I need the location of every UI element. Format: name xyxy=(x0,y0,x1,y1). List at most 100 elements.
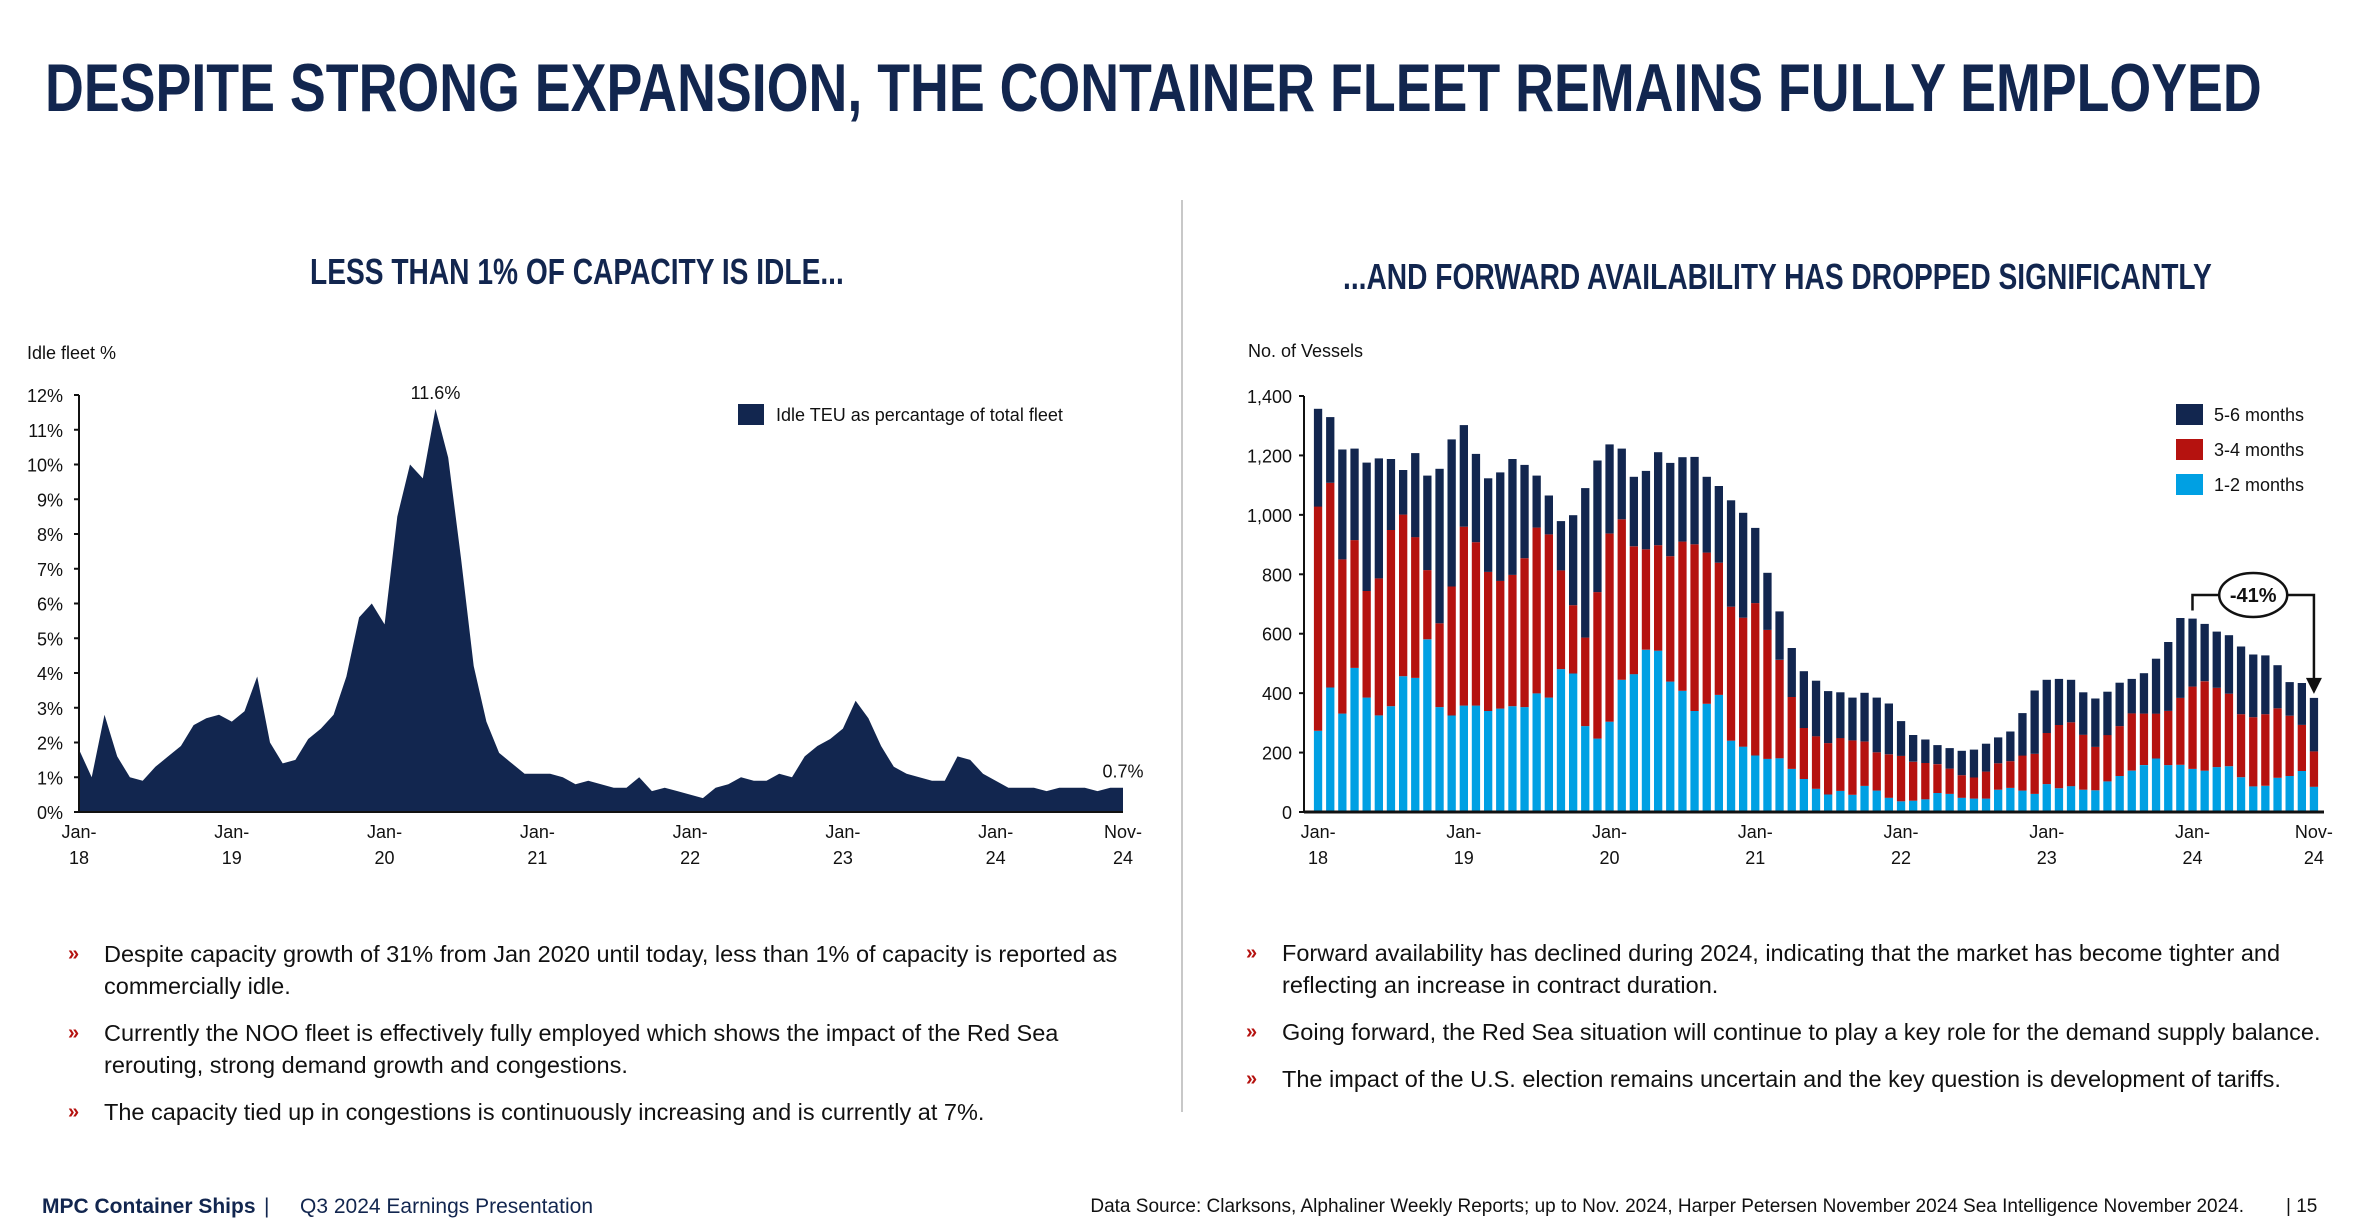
bar-segment-5-6-months xyxy=(1787,648,1796,697)
x-tick-label: Jan- xyxy=(214,822,249,842)
annotation-circle xyxy=(2217,571,2289,619)
bar-segment-5-6-months xyxy=(2285,682,2294,716)
bar-segment-1-2-months xyxy=(1921,799,1930,812)
bullet-marker-icon: » xyxy=(68,1022,80,1044)
bar-segment-3-4-months xyxy=(1896,755,1906,802)
bar-segment-3-4-months xyxy=(2212,687,2221,768)
x-tick-label: Jan- xyxy=(367,822,402,842)
bar-segment-1-2-months xyxy=(1787,768,1796,812)
bar-segment-1-2-months xyxy=(1569,673,1578,812)
x-tick-label: 24 xyxy=(2182,848,2202,868)
bar-segment-1-2-months xyxy=(1496,708,1505,812)
bar-segment-3-4-months xyxy=(2139,713,2149,765)
bar-segment-1-2-months xyxy=(2091,790,2100,812)
bar-segment-5-6-months xyxy=(1556,521,1566,571)
bar-segment-1-2-months xyxy=(1399,676,1408,812)
y-tick-label: 1% xyxy=(37,768,63,788)
bar-segment-3-4-months xyxy=(1811,736,1821,789)
bar-segment-5-6-months xyxy=(1848,697,1857,741)
x-tick-label: 24 xyxy=(986,848,1006,868)
y-tick-label: 12% xyxy=(27,386,63,406)
bar-segment-5-6-months xyxy=(1714,486,1723,563)
bar-segment-3-4-months xyxy=(1824,743,1833,795)
bar-segment-3-4-months xyxy=(1569,605,1578,674)
bar-segment-5-6-months xyxy=(1921,739,1930,763)
bullet-item: » The impact of the U.S. election remains… xyxy=(1246,1063,2326,1095)
bar-segment-1-2-months xyxy=(1459,705,1468,812)
bar-segment-5-6-months xyxy=(1678,457,1687,542)
bar-segment-1-2-months xyxy=(1957,797,1966,812)
bar-segment-3-4-months xyxy=(2054,724,2064,789)
bar-segment-3-4-months xyxy=(1459,526,1468,706)
annotation-label: -41% xyxy=(2230,585,2277,607)
bar-segment-3-4-months xyxy=(1714,562,1723,695)
arrow-down-icon xyxy=(2305,677,2322,694)
bar-segment-5-6-months xyxy=(1350,448,1359,541)
bar-segment-5-6-months xyxy=(2066,679,2076,723)
y-tick-label: 0 xyxy=(1282,803,1292,823)
bar-segment-1-2-months xyxy=(1520,707,1529,812)
bar-segment-3-4-months xyxy=(1326,482,1335,688)
bar-segment-3-4-months xyxy=(2236,714,2246,778)
bar-segment-5-6-months xyxy=(1872,697,1881,753)
bar-segment-1-2-months xyxy=(1617,679,1626,812)
bar-segment-1-2-months xyxy=(2176,764,2185,812)
y-tick-label: 2% xyxy=(37,734,63,754)
x-tick-label: Jan- xyxy=(1301,822,1336,842)
left-chart-heading: LESS THAN 1% OF CAPACITY IS IDLE... xyxy=(310,251,844,292)
bar-segment-3-4-months xyxy=(1641,549,1651,650)
bar-segment-5-6-months xyxy=(1447,439,1456,587)
bar-segment-3-4-months xyxy=(1836,738,1845,791)
idle-fleet-area-chart: 0% 1% 2% 3% 4% 5% 6% 7% 8% 9% 10% 11% 12% Jan- 18 Jan- 1… xyxy=(27,383,1144,868)
bar-segment-3-4-months xyxy=(2297,724,2306,771)
bar-segment-3-4-months xyxy=(1787,697,1796,769)
y-tick-label: 8% xyxy=(37,525,63,545)
bar-segment-5-6-months xyxy=(1654,452,1663,546)
bar-segment-3-4-months xyxy=(2200,681,2209,771)
bar-segment-1-2-months xyxy=(1484,711,1493,812)
bar-segment-3-4-months xyxy=(1532,527,1541,694)
bar-segment-3-4-months xyxy=(1945,768,1954,794)
footer-separator: | xyxy=(264,1195,270,1218)
bar-segment-1-2-months xyxy=(1605,721,1614,812)
legend-label: 5-6 months xyxy=(2214,405,2304,425)
bar-segment-5-6-months xyxy=(1909,735,1918,762)
bar-segment-1-2-months xyxy=(1763,758,1772,812)
bar-segment-5-6-months xyxy=(1362,462,1371,591)
bar-segment-5-6-months xyxy=(1520,464,1529,559)
bar-segment-3-4-months xyxy=(1338,559,1347,714)
bar-segment-1-2-months xyxy=(2042,784,2051,812)
bar-segment-1-2-months xyxy=(2164,765,2173,812)
bar-segment-1-2-months xyxy=(1702,703,1711,812)
bar-segment-3-4-months xyxy=(1690,544,1699,711)
bar-segment-5-6-months xyxy=(1399,470,1408,515)
bar-segment-3-4-months xyxy=(1374,578,1383,716)
panel-divider xyxy=(1181,200,1183,1112)
bar-segment-3-4-months xyxy=(1447,586,1456,716)
y-tick-label: 1,000 xyxy=(1247,506,1292,526)
bar-segment-3-4-months xyxy=(1739,617,1748,747)
x-tick-label: Jan- xyxy=(61,822,96,842)
x-tick-label: Jan- xyxy=(2029,822,2064,842)
bar-segment-1-2-months xyxy=(2285,776,2294,812)
bar-segment-5-6-months xyxy=(1726,500,1736,607)
bar-segment-1-2-months xyxy=(2188,768,2197,812)
bar-segment-5-6-months xyxy=(2139,673,2149,714)
x-tick-label: Jan- xyxy=(2175,822,2210,842)
bar-segment-1-2-months xyxy=(1981,798,1991,812)
bar-segment-5-6-months xyxy=(1569,515,1578,606)
bar-segment-3-4-months xyxy=(1981,771,1991,799)
bar-segment-1-2-months xyxy=(1313,730,1323,812)
bullet-item: » Forward availability has declined durin… xyxy=(1246,937,2326,1001)
bar-segment-1-2-months xyxy=(1326,687,1335,812)
y-tick-label: 600 xyxy=(1262,625,1292,645)
bullet-marker-icon: » xyxy=(1246,1068,1258,1090)
bar-segment-1-2-months xyxy=(2103,781,2112,812)
bar-segment-3-4-months xyxy=(2273,708,2282,778)
x-tick-label: Jan- xyxy=(978,822,1013,842)
y-tick-label: 5% xyxy=(37,629,63,649)
right-bullet-list: » Forward availability has declined durin… xyxy=(1246,937,2326,1110)
bar-segment-5-6-months xyxy=(2309,697,2319,752)
x-tick-label: 23 xyxy=(2037,848,2057,868)
bar-segment-5-6-months xyxy=(1994,737,2003,764)
